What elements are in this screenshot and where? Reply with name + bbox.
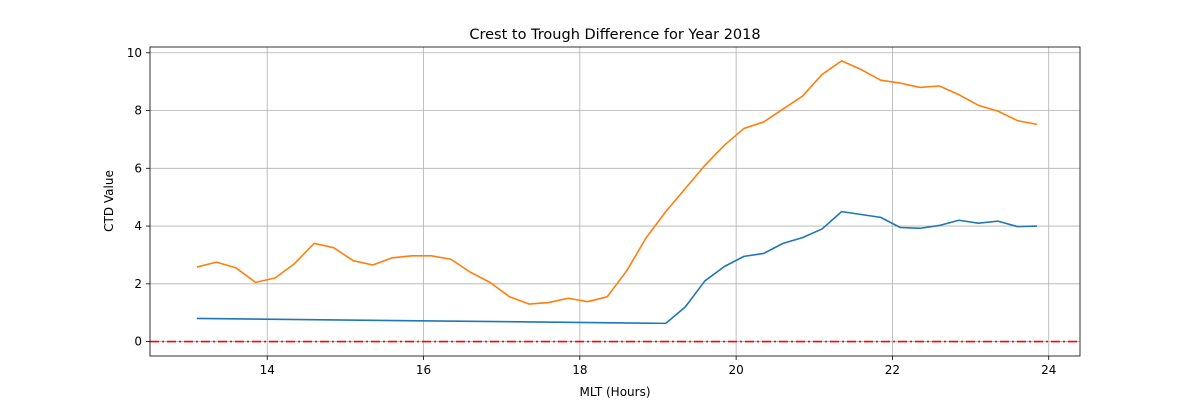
chart-title: Crest to Trough Difference for Year 2018 — [469, 27, 760, 43]
y-axis-label: CTD Value — [102, 170, 116, 232]
y-tick-label: 4 — [134, 219, 142, 233]
y-tick-label: 10 — [127, 46, 142, 60]
series-line-2 — [196, 60, 1038, 305]
series-line-1 — [196, 210, 1038, 325]
x-tick-label: 16 — [416, 363, 431, 377]
x-tick-label: 20 — [728, 363, 743, 377]
y-tick-label: 2 — [134, 277, 142, 291]
x-tick-label: 14 — [260, 363, 275, 377]
grid — [150, 47, 1080, 356]
y-tick-label: 6 — [134, 161, 142, 175]
x-axis-label: MLT (Hours) — [579, 385, 650, 399]
x-tick-label: 18 — [572, 363, 587, 377]
series-layer — [150, 60, 1080, 343]
x-tick-label: 24 — [1041, 363, 1056, 377]
y-tick-label: 8 — [134, 104, 142, 118]
plot-frame — [149, 46, 1081, 357]
y-tick-label: 0 — [134, 335, 142, 349]
x-tick-label: 22 — [885, 363, 900, 377]
